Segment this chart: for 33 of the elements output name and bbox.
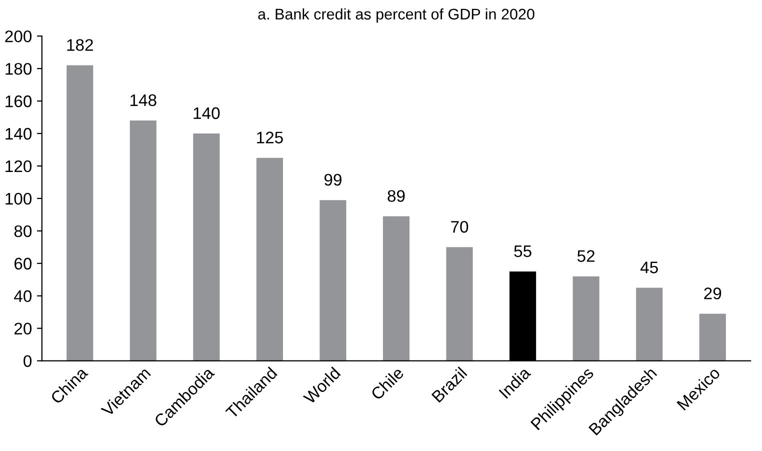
y-tick-label: 180 bbox=[6, 62, 32, 75]
data-label: 140 bbox=[194, 107, 220, 120]
data-label: 89 bbox=[388, 190, 405, 202]
y-tick-label: 200 bbox=[5, 30, 32, 42]
y-tick-label: 100 bbox=[6, 192, 32, 205]
data-label: 182 bbox=[67, 39, 93, 51]
bar bbox=[446, 247, 473, 361]
bar bbox=[382, 216, 410, 361]
y-tick-label: 40 bbox=[14, 290, 32, 302]
y-tick-label: 60 bbox=[14, 258, 32, 270]
bar bbox=[636, 288, 663, 361]
bar bbox=[256, 158, 283, 361]
bar bbox=[66, 65, 94, 361]
bar bbox=[320, 200, 346, 361]
data-label: 45 bbox=[640, 262, 658, 274]
bar bbox=[572, 276, 600, 361]
y-tick-label: 0 bbox=[24, 355, 32, 368]
data-label: 55 bbox=[514, 245, 532, 258]
data-label: 99 bbox=[324, 174, 342, 186]
data-label: 125 bbox=[257, 132, 283, 144]
y-tick-label: 160 bbox=[6, 95, 32, 108]
y-tick-label: 140 bbox=[6, 128, 32, 140]
data-label: 148 bbox=[130, 94, 156, 106]
bar bbox=[193, 133, 220, 361]
data-label: 29 bbox=[704, 288, 722, 300]
chart-title: a. Bank credit as percent of GDP in 2020 bbox=[258, 8, 534, 23]
y-tick-label: 80 bbox=[14, 225, 32, 238]
data-label: 70 bbox=[451, 220, 468, 233]
bar bbox=[130, 120, 156, 361]
y-tick-label: 120 bbox=[6, 160, 32, 172]
bar bbox=[699, 314, 726, 361]
data-label: 52 bbox=[577, 250, 594, 262]
y-tick-label: 20 bbox=[14, 322, 32, 335]
